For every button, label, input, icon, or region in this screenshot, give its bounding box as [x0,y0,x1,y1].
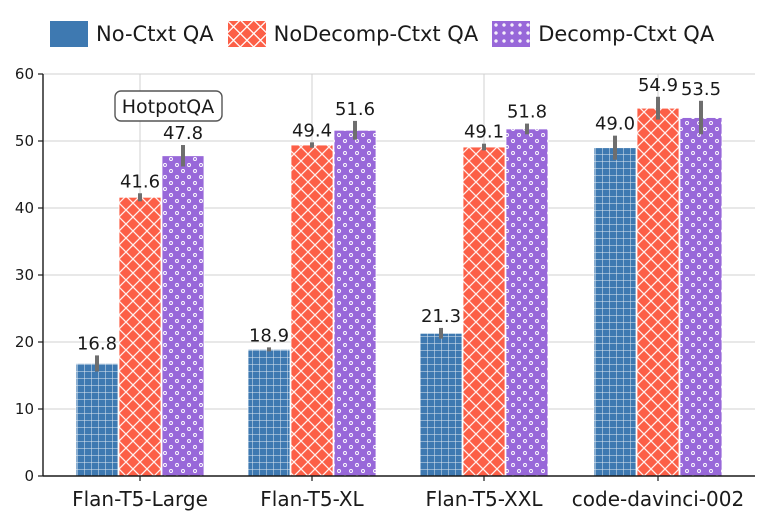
value-label-decomp-ctxt-qa-flan-t5-xl: 51.6 [335,99,375,120]
legend-label-no-ctxt-qa: No-Ctxt QA [96,22,214,46]
bar-decomp-ctxt-qa-flan-t5-large [161,155,205,477]
legend: No-Ctxt QA NoDecomp-Ctxt QA Decomp-Ctxt … [50,14,714,54]
y-tick-label-40: 40 [15,199,34,217]
annotation-hotpotqa: HotpotQA [122,96,214,118]
legend-item-decomp-ctxt-qa[interactable]: Decomp-Ctxt QA [492,21,714,47]
x-tick-label-flan-t5-large: Flan-T5-Large [72,487,208,511]
legend-label-nodecomp-ctxt-qa: NoDecomp-Ctxt QA [273,22,479,46]
value-label-nodecomp-ctxt-qa-flan-t5-xxl: 49.1 [464,122,504,143]
value-label-nodecomp-ctxt-qa-flan-t5-large: 41.6 [120,171,160,192]
bar-decomp-ctxt-qa-code-davinci-002 [679,117,723,477]
legend-item-nodecomp-ctxt-qa[interactable]: NoDecomp-Ctxt QA [227,21,479,47]
value-label-no-ctxt-qa-flan-t5-xxl: 21.3 [421,306,461,327]
bars: 16.8 18.9 21.3 49.0 41.6 49.4 49.1 54.9 47.8 51.6… [75,75,723,477]
legend-swatch-no-ctxt-qa [50,21,88,47]
value-label-nodecomp-ctxt-qa-flan-t5-xl: 49.4 [292,120,332,141]
x-tick-label-code-davinci-002: code-davinci-002 [572,487,744,511]
x-tick-label-flan-t5-xxl: Flan-T5-XXL [425,487,543,511]
value-label-decomp-ctxt-qa-flan-t5-xxl: 51.8 [507,102,547,123]
bar-nodecomp-ctxt-qa-flan-t5-xxl [462,146,506,477]
value-label-no-ctxt-qa-flan-t5-xl: 18.9 [249,325,289,346]
y-tick-label-30: 30 [15,266,34,284]
value-label-decomp-ctxt-qa-code-davinci-002: 53.5 [681,79,721,100]
y-tick-label-50: 50 [15,132,34,150]
bar-no-ctxt-qa-flan-t5-xl [247,348,291,477]
legend-item-no-ctxt-qa[interactable]: No-Ctxt QA [50,21,214,47]
bar-nodecomp-ctxt-qa-code-davinci-002 [636,107,680,477]
y-tick-label-20: 20 [15,333,34,351]
x-tick-label-flan-t5-xl: Flan-T5-XL [260,487,364,511]
annotation-box [114,90,223,122]
bar-nodecomp-ctxt-qa-flan-t5-large [118,196,162,477]
legend-swatch-nodecomp-ctxt-qa [227,21,266,47]
bar-decomp-ctxt-qa-flan-t5-xl [333,129,377,477]
axes: 0 10 20 30 40 50 60 Flan-T5-Large Flan-T5-XL Flan… [15,65,755,511]
y-tick-label-0: 0 [24,467,34,485]
legend-swatch-decomp-ctxt-qa [492,21,531,47]
bar-no-ctxt-qa-code-davinci-002 [593,147,637,477]
value-label-decomp-ctxt-qa-flan-t5-large: 47.8 [163,123,203,144]
value-label-no-ctxt-qa-code-davinci-002: 49.0 [595,114,635,135]
legend-label-decomp-ctxt-qa: Decomp-Ctxt QA [538,22,715,46]
bar-nodecomp-ctxt-qa-flan-t5-xl [290,144,334,477]
y-tick-label-10: 10 [15,400,34,418]
annotation-layer: HotpotQA [114,90,223,122]
bar-decomp-ctxt-qa-flan-t5-xxl [505,128,549,477]
bar-no-ctxt-qa-flan-t5-large [75,363,119,477]
bar-no-ctxt-qa-flan-t5-xxl [419,332,463,477]
y-tick-label-60: 60 [15,65,34,83]
value-label-nodecomp-ctxt-qa-code-davinci-002: 54.9 [638,75,678,96]
value-label-no-ctxt-qa-flan-t5-large: 16.8 [77,333,117,354]
